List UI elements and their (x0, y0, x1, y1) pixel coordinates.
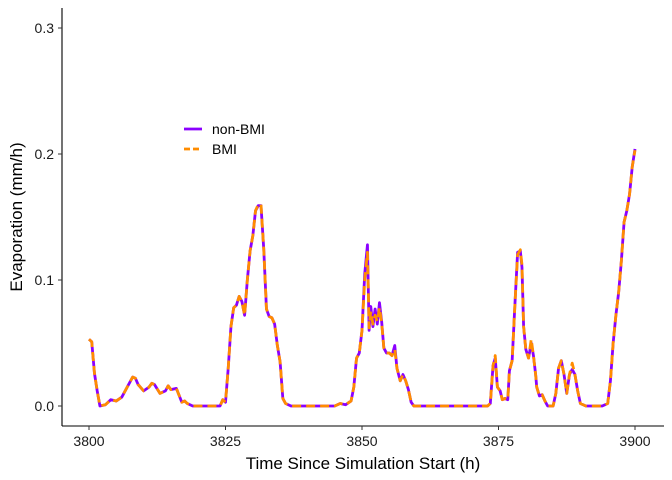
y-tick-label: 0.1 (35, 272, 55, 288)
x-tick-label: 3900 (619, 433, 650, 449)
legend-label-bmi: BMI (212, 141, 237, 157)
x-axis-title: Time Since Simulation Start (h) (246, 454, 481, 473)
legend-label-non-bmi: non-BMI (212, 121, 265, 137)
y-ticks: 0.0 0.1 0.2 0.3 (35, 20, 62, 414)
y-tick-label: 0.2 (35, 146, 55, 162)
x-tick-label: 3800 (73, 433, 104, 449)
y-tick-label: 0.0 (35, 398, 55, 414)
x-tick-label: 3825 (210, 433, 241, 449)
series (88, 148, 637, 408)
x-tick-label: 3850 (346, 433, 377, 449)
legend: non-BMI BMI (184, 121, 265, 157)
series-line-bmi (88, 149, 637, 408)
y-axis-title: Evaporation (mm/h) (7, 142, 26, 291)
x-tick-label: 3875 (483, 433, 514, 449)
axes (61, 8, 664, 427)
x-ticks: 3800 3825 3850 3875 3900 (73, 426, 651, 449)
y-tick-label: 0.3 (35, 20, 55, 36)
series-line-non-bmi (88, 148, 637, 408)
